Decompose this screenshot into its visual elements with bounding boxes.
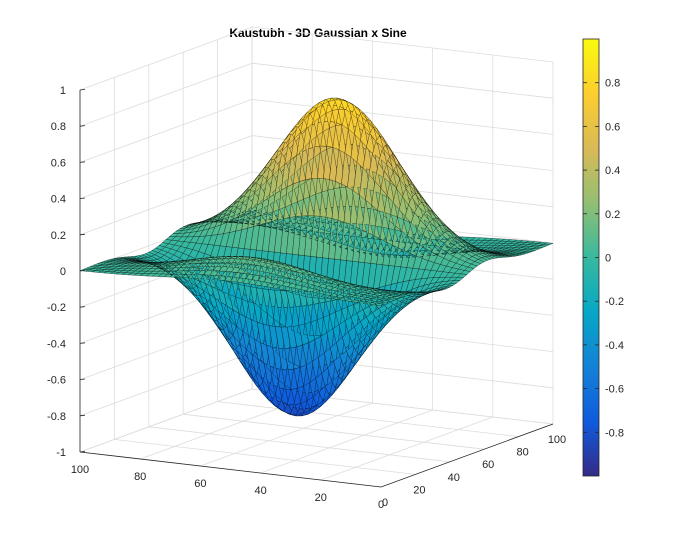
x-tick-label: 60: [482, 459, 494, 471]
y-tick-label: 60: [194, 478, 206, 490]
gridline-floor-y: [260, 409, 433, 474]
z-tick-mark: [79, 270, 86, 272]
x-axis-line: [380, 423, 554, 488]
y-tick-label: 100: [71, 464, 89, 476]
colorbar-tick-label: 0.4: [605, 165, 620, 177]
y-tick-label: 80: [134, 471, 146, 483]
gridline-sidewall-z: [251, 26, 554, 63]
z-tick-label: 1: [60, 85, 66, 97]
z-tick-mark: [79, 414, 86, 417]
gridline-backwall-z: [79, 171, 253, 236]
z-tick-mark: [79, 451, 86, 453]
z-tick-mark: [79, 89, 86, 91]
gridline-floor-x: [183, 413, 485, 450]
colorbar: 0.8 0.6 0.4 0.2 0 -0.2 -0.4 -0.6 -0.8: [582, 38, 624, 477]
z-tick-label: -0.8: [47, 411, 66, 423]
colorbar-tick-label: -0.8: [605, 427, 624, 439]
chart-title: Kaustubh - 3D Gaussian x Sine: [229, 26, 407, 40]
colorbar-tick-label: -0.6: [605, 384, 624, 396]
colorbar-tick-label: -0.4: [605, 340, 624, 352]
z-tick-mark: [79, 378, 86, 380]
gridline-floor-x: [148, 426, 450, 463]
x-tick-label: 20: [413, 484, 425, 496]
z-tick-label: -0.6: [47, 375, 66, 387]
colorbar-tick-label: -0.2: [605, 296, 624, 308]
gridline-backwall-z: [79, 62, 253, 127]
gridline-backwall-z: [79, 135, 253, 199]
z-tick-label: -1: [56, 447, 66, 459]
z-tick-mark: [79, 125, 86, 127]
surface-layer: [79, 97, 554, 417]
colorbar-tick-label: 0.2: [605, 209, 620, 221]
z-tick-label: -0.4: [47, 338, 66, 350]
gridline-floor-y: [79, 388, 253, 453]
gridline-backwall-z: [79, 99, 253, 163]
z-tick-label: -0.2: [47, 302, 66, 314]
y-tick-label: 0: [378, 499, 384, 511]
z-tick-mark: [79, 233, 86, 236]
z-tick-label: 0.2: [51, 230, 66, 242]
y-tick-label: 20: [315, 492, 327, 504]
x-tick-label: 0: [382, 497, 388, 509]
tick-layer: 1 0.8 0.6 0.4 0.2 0 -0.2 -0.4 -0.6 -0.8 -1 0 20 40 60 8…: [47, 85, 566, 511]
z-tick-label: 0.4: [51, 194, 66, 206]
z-tick-label: 0: [60, 266, 66, 278]
gridline-floor-y: [200, 402, 373, 467]
colorbar-tick-label: 0: [605, 253, 611, 265]
surface-patch: [543, 242, 554, 245]
gridline-floor-y: [320, 416, 493, 481]
x-tick-label: 80: [516, 447, 528, 459]
z-tick-mark: [79, 161, 86, 163]
gridline-floor-x: [217, 401, 519, 437]
z-tick-label: 0.6: [51, 157, 66, 169]
gridline-backwall-z: [79, 352, 253, 417]
gridline-floor-x: [114, 439, 416, 475]
x-tick-label: 100: [548, 434, 566, 446]
gridline-sidewall-z: [251, 62, 554, 99]
colorbar-tick-label: 0.8: [605, 78, 620, 90]
y-axis-line: [79, 451, 382, 488]
z-tick-mark: [79, 306, 86, 308]
y-tick-label: 40: [254, 485, 266, 497]
z-tick-mark: [79, 197, 86, 199]
gridline-sidewall-z: [251, 99, 554, 135]
colorbar-tick-label: 0.6: [605, 121, 620, 133]
z-tick-label: 0.8: [51, 121, 66, 133]
z-tick-mark: [79, 342, 86, 344]
x-tick-label: 40: [448, 472, 460, 484]
gridline-backwall-z: [79, 26, 253, 91]
